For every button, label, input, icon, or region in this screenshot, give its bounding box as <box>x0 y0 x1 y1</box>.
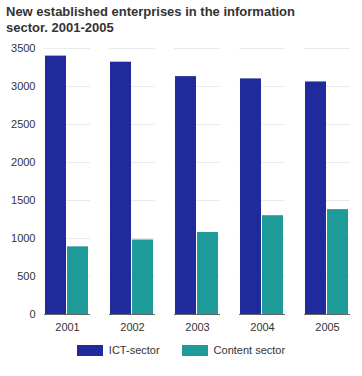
svg-text:2004: 2004 <box>250 321 274 333</box>
svg-text:2002: 2002 <box>120 321 144 333</box>
svg-text:2003: 2003 <box>185 321 209 333</box>
svg-text:1000: 1000 <box>11 232 35 244</box>
html-text:Content sector: Content sector <box>213 344 286 356</box>
svg-text:2000: 2000 <box>11 156 35 168</box>
html-text:New established enterprises in: New established enterprises in the infor… <box>6 4 295 35</box>
svg-text:2001: 2001 <box>55 321 79 333</box>
svg-text:1500: 1500 <box>11 194 35 206</box>
svg-text:3000: 3000 <box>11 80 35 92</box>
svg-text:3500: 3500 <box>11 42 35 54</box>
svg-text:2500: 2500 <box>11 118 35 130</box>
svg-text:0: 0 <box>29 308 35 320</box>
svg-text:2005: 2005 <box>315 321 339 333</box>
svg-text:500: 500 <box>17 270 35 282</box>
html-text:ICT-sector: ICT-sector <box>108 344 160 356</box>
